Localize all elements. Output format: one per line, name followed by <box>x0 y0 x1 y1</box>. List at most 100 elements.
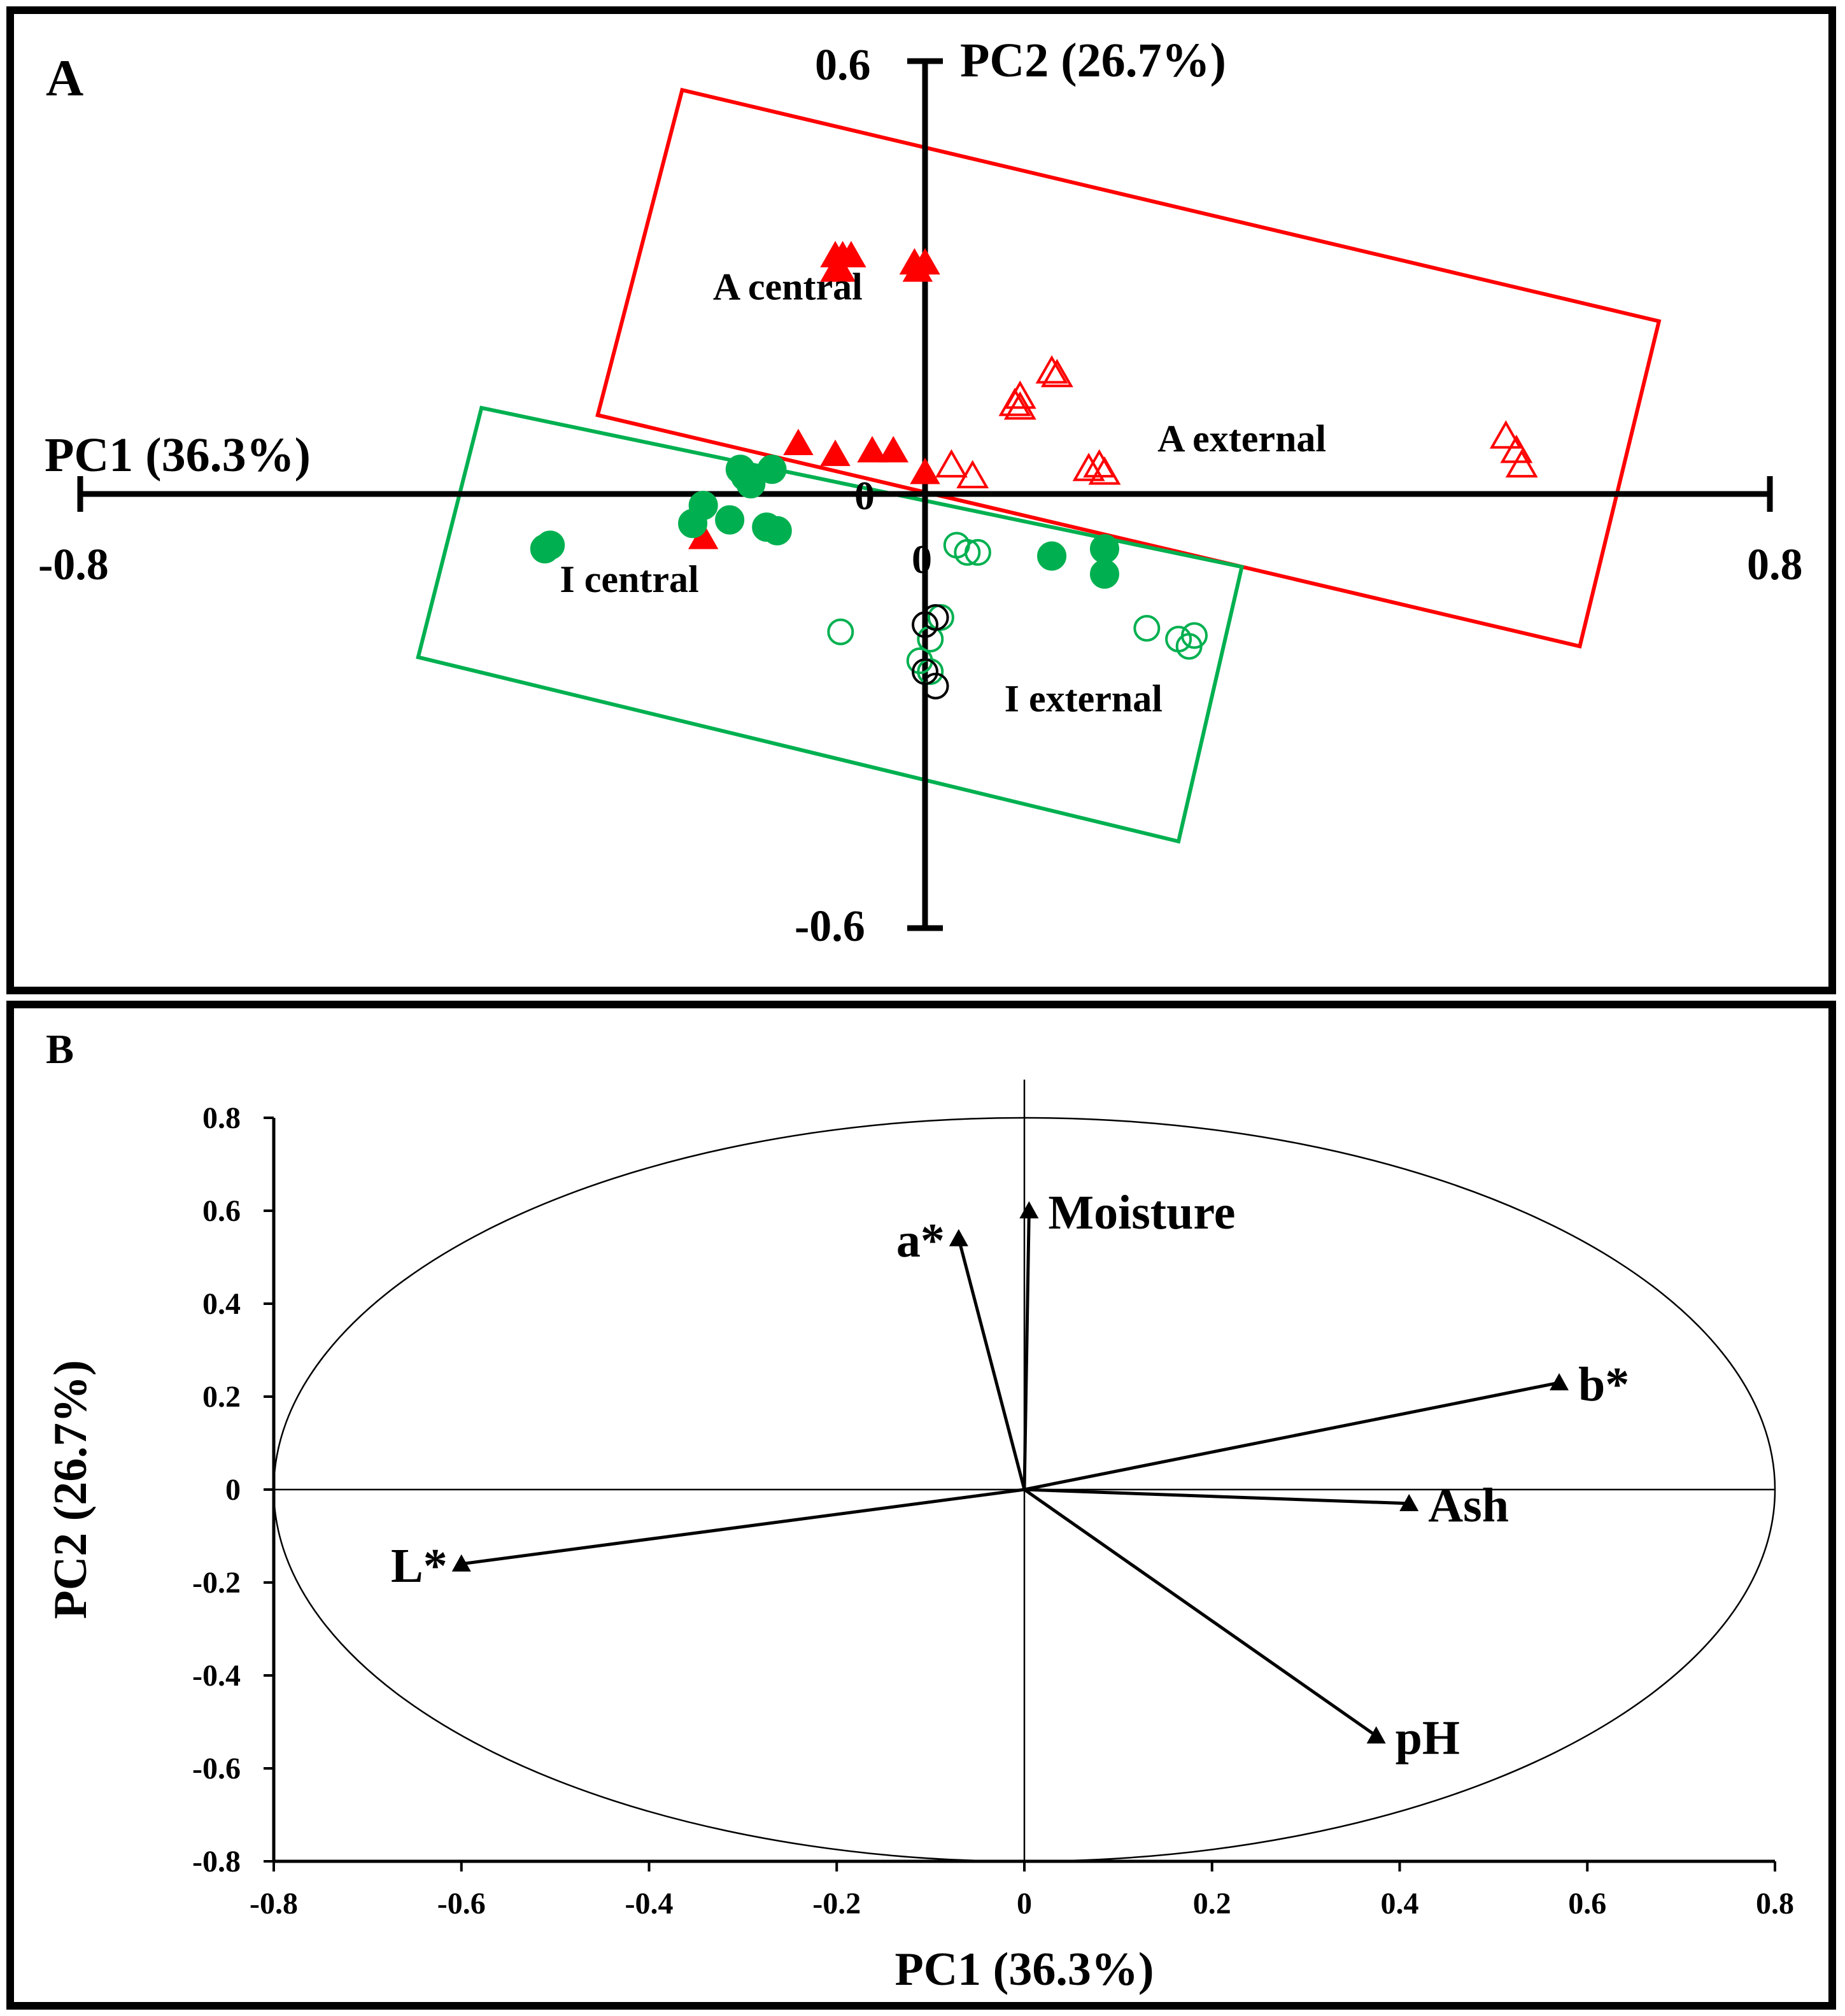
panel-b-frame <box>6 1001 1836 2010</box>
panel-a-y-tick-label: 0.6 <box>815 41 871 90</box>
loading-vector-b-star <box>1024 1381 1560 1491</box>
point-a-external <box>935 449 968 478</box>
y-tick-label: 0.4 <box>202 1287 241 1321</box>
point-a-central <box>825 255 856 282</box>
point-i-external <box>917 626 944 652</box>
x-tick-label: 0.4 <box>1381 1887 1419 1921</box>
panel-a-origin-label: 0 <box>912 537 932 582</box>
panel-a-ylabel: PC2 (26.7%) <box>960 34 1226 87</box>
point-a-external <box>956 460 989 489</box>
point-i-external <box>964 539 991 566</box>
point-i-external <box>927 603 954 631</box>
loading-marker-ash <box>1399 1493 1419 1511</box>
point-i-central <box>678 509 708 539</box>
point-i-central <box>715 505 745 535</box>
loading-vector-ph <box>1023 1488 1378 1737</box>
panel-a-origin-label: 0 <box>854 473 875 518</box>
point-a-central <box>783 428 814 456</box>
panel-b-ylabel: PC2 (26.7%) <box>45 1360 97 1619</box>
y-tick-label: -0.2 <box>192 1566 241 1600</box>
panel-a-xlabel: PC1 (36.3%) <box>45 428 311 482</box>
panel-a-x-tick-label: -0.8 <box>38 540 109 589</box>
loading-label-ph: pH <box>1396 1711 1460 1765</box>
point-i-central <box>757 455 787 484</box>
group-label: A central <box>713 266 863 308</box>
panel-a-y-tick-label: -0.6 <box>795 902 865 951</box>
x-tick-label: 0.8 <box>1756 1887 1794 1921</box>
panel-a-group-labels: A central A external I central I external <box>560 266 1326 720</box>
group-label: I external <box>1005 678 1163 720</box>
point-a-external <box>1505 449 1538 478</box>
point-unlabeled <box>912 658 938 686</box>
loading-vector-ash <box>1024 1488 1410 1505</box>
y-tick-label: 0 <box>225 1473 241 1507</box>
loading-marker-moisture <box>1019 1201 1039 1218</box>
point-i-central <box>736 469 766 498</box>
point-i-central <box>1089 559 1119 589</box>
loading-label-a-star: a* <box>896 1214 945 1267</box>
panel-b-label: B <box>46 1026 74 1073</box>
loading-marker-a-star <box>949 1229 968 1246</box>
y-tick-label: 0.8 <box>202 1101 241 1135</box>
x-tick-label: 0.6 <box>1568 1887 1606 1921</box>
loading-marker-ph <box>1366 1726 1386 1744</box>
point-i-central <box>762 516 792 546</box>
panel-b-xlabel: PC1 (36.3%) <box>895 1943 1154 1996</box>
group-label: I central <box>560 558 698 600</box>
point-i-external <box>954 539 981 566</box>
panel-a-x-tick-label: 0.8 <box>1747 540 1803 589</box>
x-tick-label: -0.4 <box>625 1887 674 1921</box>
point-i-external <box>1133 614 1161 642</box>
point-i-central <box>530 534 560 564</box>
panel-a-label: A <box>46 49 83 107</box>
point-unlabeled <box>922 672 949 700</box>
panel-a-points <box>530 241 1538 700</box>
point-a-external <box>1072 453 1105 481</box>
loading-label-ash: Ash <box>1428 1479 1509 1532</box>
y-tick-label: -0.6 <box>192 1752 241 1786</box>
point-a-external <box>1003 391 1036 420</box>
x-tick-label: 0 <box>1017 1887 1032 1921</box>
loading-marker-b-star <box>1550 1373 1569 1391</box>
group-box-a <box>595 87 1662 649</box>
point-a-external <box>1035 355 1068 384</box>
point-i-central <box>1037 541 1067 571</box>
y-tick-label: -0.4 <box>192 1659 241 1693</box>
point-a-central <box>857 435 887 463</box>
loading-label-b-star: b* <box>1578 1358 1629 1411</box>
point-a-central <box>820 439 851 467</box>
loading-vector-l-star <box>461 1488 1025 1566</box>
loading-vector-a-star <box>957 1238 1026 1490</box>
panel-b: B -0.8 -0.6 -0.4 -0.2 0 0.2 0.4 0.6 0.8 0.8 0.6 0.4… <box>6 1001 1836 2010</box>
panel-a-groups <box>416 87 1662 844</box>
point-a-external <box>1040 358 1073 388</box>
point-a-central <box>878 435 908 463</box>
point-a-central <box>902 255 933 282</box>
point-a-external <box>998 388 1031 416</box>
point-a-central <box>836 241 866 267</box>
y-tick-label: -0.8 <box>192 1845 241 1879</box>
loading-marker-l-star <box>451 1554 471 1572</box>
y-tick-label: 0.2 <box>202 1380 241 1414</box>
x-tick-label: -0.8 <box>250 1887 298 1921</box>
panel-a-frame <box>6 6 1836 994</box>
panel-b-ylabel-group: PC2 (26.7%) <box>45 1360 97 1619</box>
x-tick-label: 0.2 <box>1193 1887 1231 1921</box>
group-box-i <box>416 405 1245 844</box>
panel-a: A PC1 (36.3%) PC2 (26.7%) -0.8 0.8 0.6 -… <box>6 6 1836 994</box>
loading-label-moisture: Moisture <box>1048 1186 1235 1239</box>
point-i-external <box>1175 633 1203 660</box>
point-i-external <box>827 618 854 645</box>
panel-b-frame-axes: -0.8 -0.6 -0.4 -0.2 0 0.2 0.4 0.6 0.8 0.8 0.6 0.4 0.… <box>192 1101 1794 1921</box>
group-label: A external <box>1157 418 1326 460</box>
panel-b-loadings: Moisture a* b* Ash L* pH <box>391 1186 1629 1765</box>
y-tick-label: 0.6 <box>202 1194 241 1228</box>
point-unlabeled <box>922 603 949 631</box>
point-i-central <box>1089 534 1119 564</box>
loading-vector-moisture <box>1022 1210 1031 1490</box>
point-a-central <box>910 457 940 484</box>
x-tick-label: -0.2 <box>812 1887 861 1921</box>
point-a-external <box>1088 456 1121 485</box>
point-a-external <box>1489 420 1522 449</box>
